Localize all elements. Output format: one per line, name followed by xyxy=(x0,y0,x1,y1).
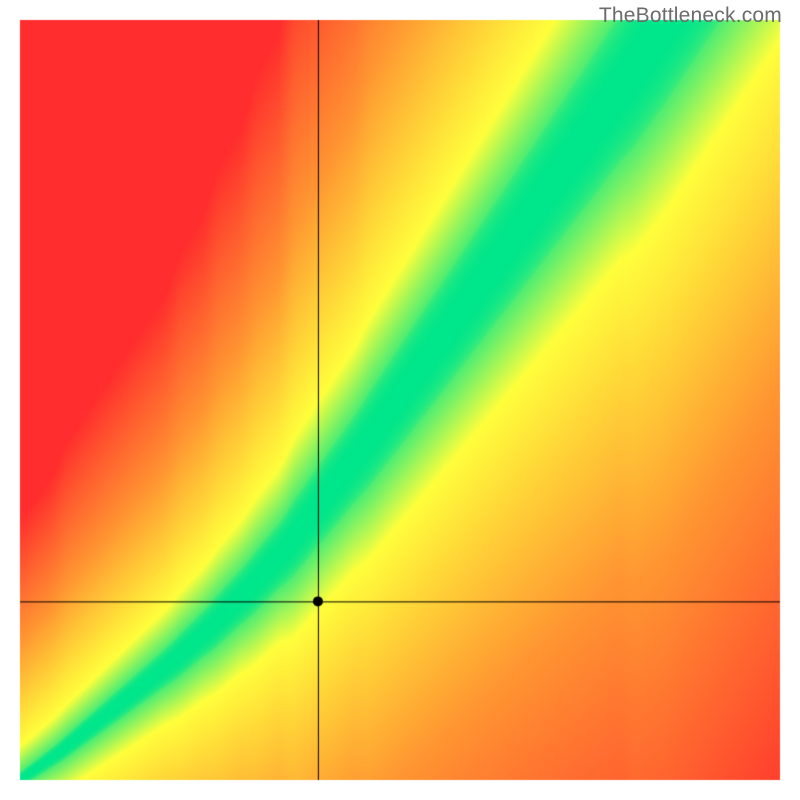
chart-container: TheBottleneck.com xyxy=(0,0,800,800)
watermark-text: TheBottleneck.com xyxy=(599,4,782,28)
bottleneck-heatmap xyxy=(0,0,800,800)
